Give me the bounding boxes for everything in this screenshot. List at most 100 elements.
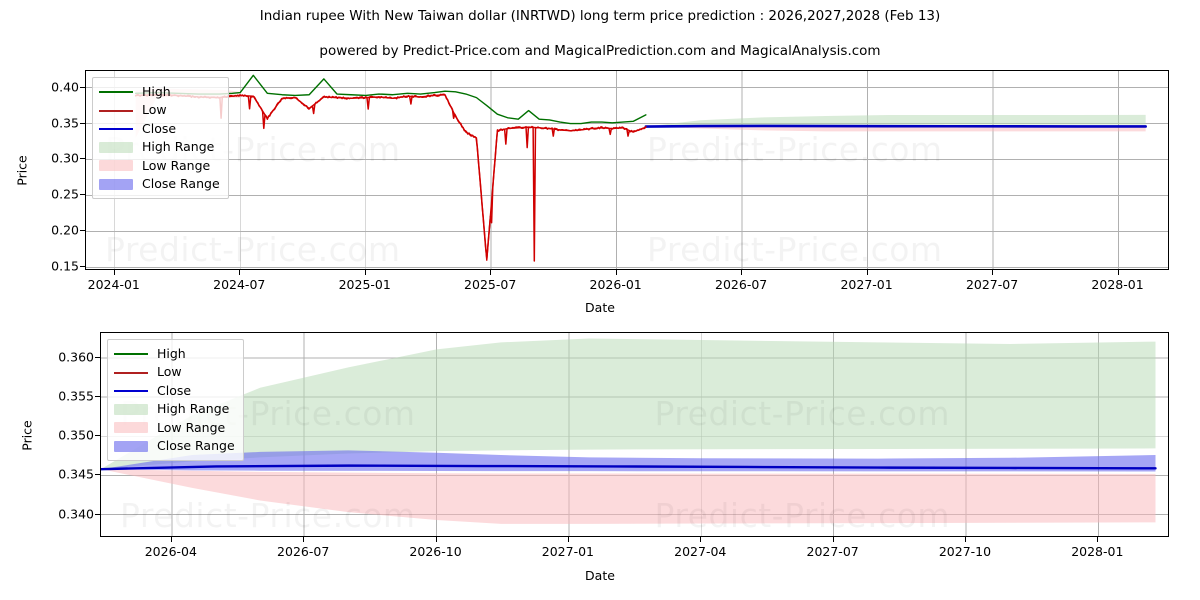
y-tick-mark <box>95 396 100 398</box>
y-tick-label: 0.35 <box>51 115 79 131</box>
x-tick-mark <box>239 270 241 275</box>
y-tick-mark <box>95 513 100 515</box>
legend-label: High <box>157 346 186 361</box>
legend-label: High <box>142 84 171 99</box>
legend-item-low: Low <box>99 101 220 119</box>
legend-item-close: Close <box>99 120 220 138</box>
x-tick-mark <box>992 270 994 275</box>
x-tick-mark <box>615 270 617 275</box>
overview-yaxis-label: Price <box>14 155 30 186</box>
forecast-detail-legend: High Low Close High Range Low Range Close Ran… <box>107 339 244 462</box>
legend-label: High Range <box>142 139 215 155</box>
overview-chart-panel <box>85 70 1169 270</box>
x-tick-label: 2026-07 <box>715 277 768 292</box>
x-tick-label: 2028-01 <box>1071 544 1124 559</box>
legend-label: Low Range <box>142 157 211 173</box>
y-tick-mark <box>80 194 85 196</box>
x-tick-mark <box>832 537 834 542</box>
overview-xaxis-label: Date <box>585 300 615 315</box>
legend-item-low-range: Low Range <box>99 157 220 175</box>
x-tick-label: 2027-01 <box>840 277 893 292</box>
x-tick-mark <box>866 270 868 275</box>
legend-label: High Range <box>157 401 230 417</box>
y-tick-label: 0.30 <box>51 150 79 166</box>
legend-swatch-low <box>99 105 133 117</box>
x-tick-label: 2027-01 <box>541 544 595 559</box>
legend-swatch-high <box>114 348 148 360</box>
legend-label: Low Range <box>157 419 226 435</box>
legend-item-close: Close <box>114 382 235 400</box>
x-tick-mark <box>741 270 743 275</box>
x-tick-mark <box>700 537 702 542</box>
legend-item-high: High <box>99 83 220 101</box>
legend-swatch-high-range <box>114 403 148 415</box>
legend-label: Low <box>142 102 167 118</box>
legend-label: Close Range <box>142 175 220 191</box>
legend-label: Close Range <box>157 437 235 453</box>
x-tick-mark <box>170 537 172 542</box>
forecast-detail-plot-svg <box>101 333 1168 536</box>
y-tick-mark <box>95 357 100 359</box>
x-tick-label: 2024-07 <box>213 277 266 292</box>
legend-item-low-range: Low Range <box>114 419 235 437</box>
legend-label: Low <box>157 364 182 380</box>
y-tick-label: 0.350 <box>58 427 94 443</box>
x-tick-label: 2026-01 <box>589 277 642 292</box>
legend-swatch-close-range <box>99 178 133 190</box>
x-tick-label: 2025-07 <box>464 277 517 292</box>
y-tick-label: 0.340 <box>58 506 94 522</box>
y-tick-label: 0.20 <box>51 222 79 238</box>
x-tick-label: 2027-07 <box>965 277 1019 292</box>
y-tick-label: 0.15 <box>51 258 79 274</box>
page-subtitle: powered by Predict-Price.com and Magical… <box>319 43 881 59</box>
legend-item-close-range: Close Range <box>99 175 220 193</box>
x-tick-label: 2026-07 <box>277 544 330 559</box>
forecast-detail-plot-area <box>100 332 1169 537</box>
x-tick-label: 2027-04 <box>674 544 727 559</box>
legend-swatch-close <box>114 385 148 397</box>
legend-item-low: Low <box>114 363 235 381</box>
y-tick-mark <box>80 86 85 88</box>
legend-label: Close <box>142 120 177 136</box>
x-tick-label: 2024-01 <box>87 277 140 292</box>
x-tick-mark <box>435 537 437 542</box>
x-tick-label: 2025-01 <box>338 277 391 292</box>
y-tick-mark <box>80 266 85 268</box>
x-tick-label: 2027-10 <box>938 544 992 559</box>
x-tick-label: 2027-07 <box>806 544 859 559</box>
legend-item-high-range: High Range <box>114 400 235 418</box>
x-tick-mark <box>490 270 492 275</box>
x-tick-label: 2026-04 <box>144 544 197 559</box>
x-tick-mark <box>364 270 366 275</box>
legend-swatch-low-range <box>114 422 148 434</box>
page-title: Indian rupee With New Taiwan dollar (INR… <box>259 8 941 24</box>
x-tick-mark <box>113 270 115 275</box>
x-tick-label: 2026-10 <box>409 544 462 559</box>
overview-plot-svg <box>86 71 1168 269</box>
x-tick-mark <box>567 537 569 542</box>
legend-swatch-low-range <box>99 160 133 172</box>
y-tick-mark <box>80 230 85 232</box>
x-tick-mark <box>303 537 305 542</box>
legend-item-high-range: High Range <box>99 138 220 156</box>
y-tick-label: 0.360 <box>58 349 94 365</box>
y-tick-label: 0.355 <box>58 388 94 404</box>
legend-swatch-high-range <box>99 141 133 153</box>
x-tick-mark <box>1117 270 1119 275</box>
legend-swatch-high <box>99 86 133 98</box>
y-tick-mark <box>95 474 100 476</box>
overview-plot-area <box>85 70 1169 270</box>
forecast-detail-chart-panel <box>100 332 1169 537</box>
legend-item-close-range: Close Range <box>114 437 235 455</box>
legend-swatch-close <box>99 123 133 135</box>
y-tick-label: 0.345 <box>58 466 94 482</box>
y-tick-label: 0.40 <box>51 79 79 95</box>
y-tick-mark <box>80 122 85 124</box>
forecast-detail-xaxis-label: Date <box>585 568 615 583</box>
legend-label: Close <box>157 382 192 398</box>
y-tick-label: 0.25 <box>51 186 79 202</box>
y-tick-mark <box>80 158 85 160</box>
legend-swatch-close-range <box>114 440 148 452</box>
legend-item-high: High <box>114 345 235 363</box>
